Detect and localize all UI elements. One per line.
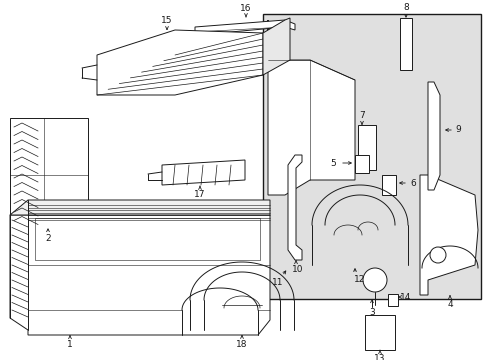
Text: 6: 6	[409, 179, 415, 188]
Circle shape	[429, 247, 445, 263]
Text: 18: 18	[236, 340, 247, 349]
Bar	[35, 218, 260, 260]
Polygon shape	[419, 175, 477, 295]
Text: 4: 4	[446, 300, 452, 309]
Text: 16: 16	[240, 4, 251, 13]
Text: 5: 5	[329, 158, 335, 167]
Bar	[364, 315, 394, 350]
Circle shape	[362, 268, 386, 292]
Text: 3: 3	[368, 308, 374, 317]
Text: 11: 11	[272, 278, 283, 287]
Text: 13: 13	[373, 354, 385, 360]
Text: 10: 10	[292, 265, 303, 274]
Text: 15: 15	[161, 16, 172, 25]
Polygon shape	[427, 82, 439, 190]
Polygon shape	[162, 160, 244, 185]
Text: 8: 8	[402, 3, 408, 12]
Bar	[10, 118, 88, 228]
Polygon shape	[97, 30, 263, 95]
Bar	[381, 175, 395, 195]
Text: 9: 9	[454, 126, 460, 135]
Polygon shape	[287, 155, 302, 260]
Bar	[387, 294, 397, 306]
Text: 17: 17	[194, 190, 205, 199]
Bar	[357, 125, 375, 170]
Text: 7: 7	[358, 111, 364, 120]
Bar	[263, 14, 480, 299]
Polygon shape	[267, 20, 354, 195]
Polygon shape	[10, 215, 269, 335]
Polygon shape	[263, 18, 289, 75]
Text: 14: 14	[399, 292, 410, 302]
Bar	[399, 18, 411, 70]
Polygon shape	[195, 20, 294, 35]
Text: 2: 2	[45, 234, 51, 243]
Text: 1: 1	[67, 340, 73, 349]
Bar	[354, 155, 368, 173]
Polygon shape	[10, 200, 269, 215]
Text: 12: 12	[354, 275, 365, 284]
